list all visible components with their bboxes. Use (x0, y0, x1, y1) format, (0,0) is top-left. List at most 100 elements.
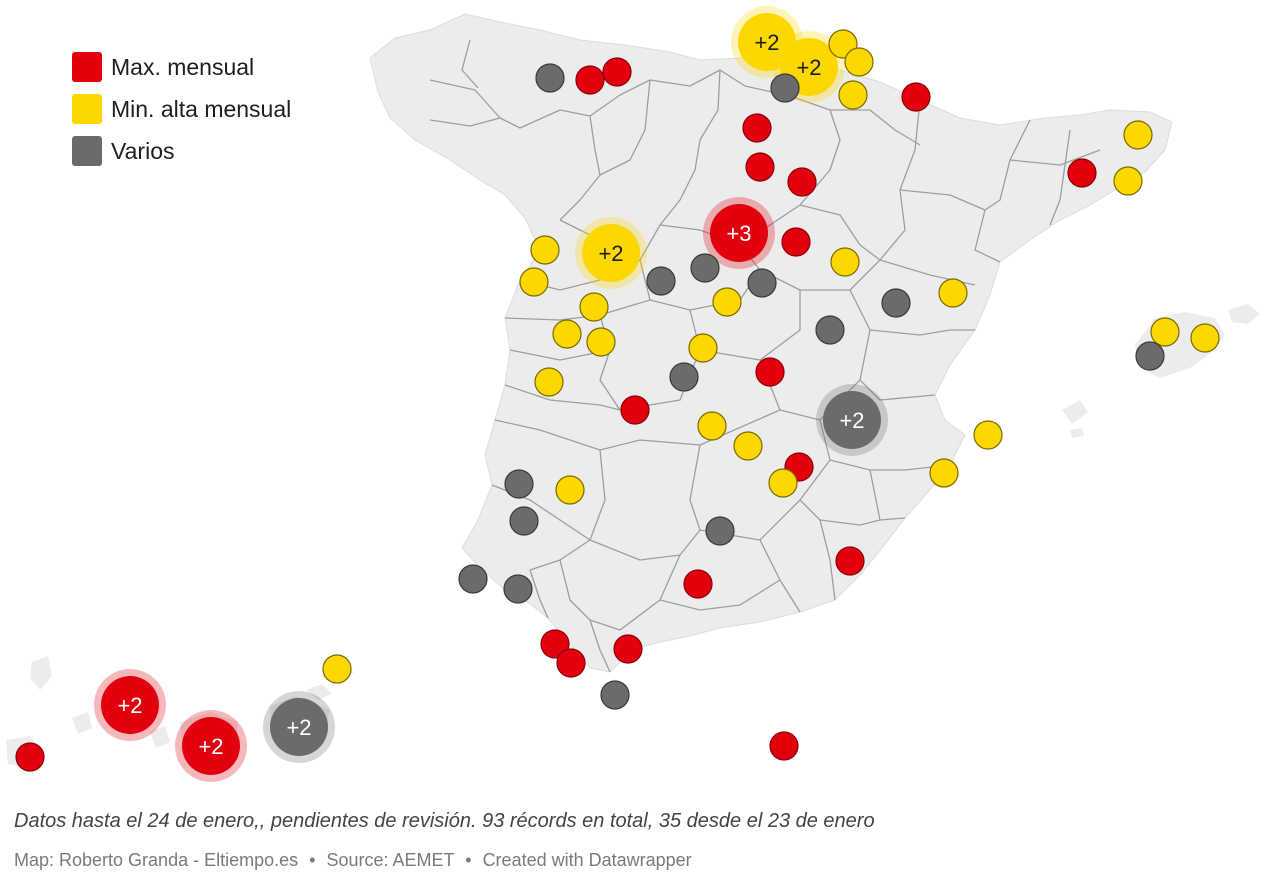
marker-max[interactable] (556, 648, 586, 678)
marker-varios[interactable] (646, 266, 676, 296)
marker-min[interactable] (697, 411, 727, 441)
cluster-marker-min[interactable]: +2 (731, 6, 803, 78)
cluster-marker-max[interactable]: +2 (175, 710, 247, 782)
cluster-marker-max[interactable]: +2 (94, 669, 166, 741)
border-line-5 (559, 79, 651, 221)
marker-dot (556, 648, 586, 678)
marker-dot (646, 266, 676, 296)
marker-min[interactable] (844, 47, 874, 77)
marker-varios[interactable] (1135, 341, 1165, 371)
marker-max[interactable] (620, 395, 650, 425)
marker-max[interactable] (683, 569, 713, 599)
marker-dot (602, 57, 632, 87)
marker-min[interactable] (929, 458, 959, 488)
marker-max[interactable] (745, 152, 775, 182)
marker-min[interactable] (768, 468, 798, 498)
border-line-1 (429, 79, 591, 129)
credit-created: Created with Datawrapper (482, 850, 692, 870)
marker-dot (747, 268, 777, 298)
marker-min[interactable] (973, 420, 1003, 450)
marker-min[interactable] (586, 327, 616, 357)
marker-max[interactable] (540, 629, 570, 659)
cluster-count-label: +2 (286, 715, 311, 740)
marker-varios[interactable] (705, 516, 735, 546)
marker-max[interactable] (575, 65, 605, 95)
marker-varios[interactable] (509, 506, 539, 536)
marker-dot (712, 287, 742, 317)
marker-min[interactable] (1190, 323, 1220, 353)
marker-max[interactable] (602, 57, 632, 87)
marker-min[interactable] (552, 319, 582, 349)
marker-min[interactable] (712, 287, 742, 317)
spain-map: +2 +2 +3 +2 +2 +2 +2 +2 (6, 6, 1260, 782)
marker-min[interactable] (1150, 317, 1180, 347)
marker-varios[interactable] (600, 680, 630, 710)
border-line-23 (859, 329, 936, 401)
marker-varios[interactable] (504, 469, 534, 499)
marker-min[interactable] (830, 247, 860, 277)
border-line-42 (529, 569, 549, 619)
marker-min[interactable] (530, 235, 560, 265)
marker-min[interactable] (938, 278, 968, 308)
marker-max[interactable] (613, 634, 643, 664)
legend-swatch-min (72, 94, 102, 124)
marker-dot (586, 327, 616, 357)
cluster-count-label: +2 (754, 30, 779, 55)
border-line-22 (849, 289, 975, 336)
marker-dot (504, 469, 534, 499)
marker-min[interactable] (579, 292, 609, 322)
marker-max[interactable] (835, 546, 865, 576)
cluster-marker-varios[interactable]: +2 (263, 691, 335, 763)
marker-max[interactable] (742, 113, 772, 143)
marker-dot (1067, 158, 1097, 188)
border-line-24 (504, 299, 651, 321)
cluster-marker-varios[interactable]: +2 (816, 384, 888, 456)
marker-max[interactable] (755, 357, 785, 387)
marker-min[interactable] (838, 80, 868, 110)
border-line-37 (589, 529, 701, 561)
marker-max[interactable] (787, 167, 817, 197)
marker-varios[interactable] (669, 362, 699, 392)
marker-max[interactable] (901, 82, 931, 112)
marker-dot (509, 506, 539, 536)
cluster-marker-max[interactable]: +3 (703, 197, 775, 269)
marker-min[interactable] (322, 654, 352, 684)
legend-item-min: Min. alta mensual (72, 88, 291, 130)
marker-varios[interactable] (503, 574, 533, 604)
cluster-count-label: +2 (117, 693, 142, 718)
marker-varios[interactable] (815, 315, 845, 345)
marker-dot (835, 546, 865, 576)
marker-dot (697, 411, 727, 441)
border-line-13 (1049, 129, 1071, 226)
marker-min[interactable] (688, 333, 718, 363)
formentera-shape (1070, 428, 1084, 438)
legend-item-max: Max. mensual (72, 46, 291, 88)
cluster-core (101, 676, 159, 734)
marker-varios[interactable] (770, 73, 800, 103)
marker-min[interactable] (1113, 166, 1143, 196)
cluster-marker-min[interactable]: +2 (575, 217, 647, 289)
marker-varios[interactable] (690, 253, 720, 283)
marker-min[interactable] (534, 367, 564, 397)
marker-dot (745, 152, 775, 182)
marker-max[interactable] (781, 227, 811, 257)
marker-varios[interactable] (747, 268, 777, 298)
marker-min[interactable] (519, 267, 549, 297)
credits: Map: Roberto Granda - Eltiempo.es • Sour… (14, 850, 692, 871)
marker-min[interactable] (555, 475, 585, 505)
marker-varios[interactable] (881, 288, 911, 318)
marker-dot (755, 357, 785, 387)
marker-varios[interactable] (535, 63, 565, 93)
marker-max[interactable] (15, 742, 45, 772)
cluster-core (270, 698, 328, 756)
marker-max[interactable] (1067, 158, 1097, 188)
marker-max[interactable] (769, 731, 799, 761)
marker-dot (1113, 166, 1143, 196)
marker-varios[interactable] (458, 564, 488, 594)
border-line-40 (559, 554, 681, 631)
border-line-3 (429, 117, 501, 127)
marker-min[interactable] (733, 431, 763, 461)
marker-dot (620, 395, 650, 425)
marker-dot (838, 80, 868, 110)
marker-min[interactable] (1123, 120, 1153, 150)
